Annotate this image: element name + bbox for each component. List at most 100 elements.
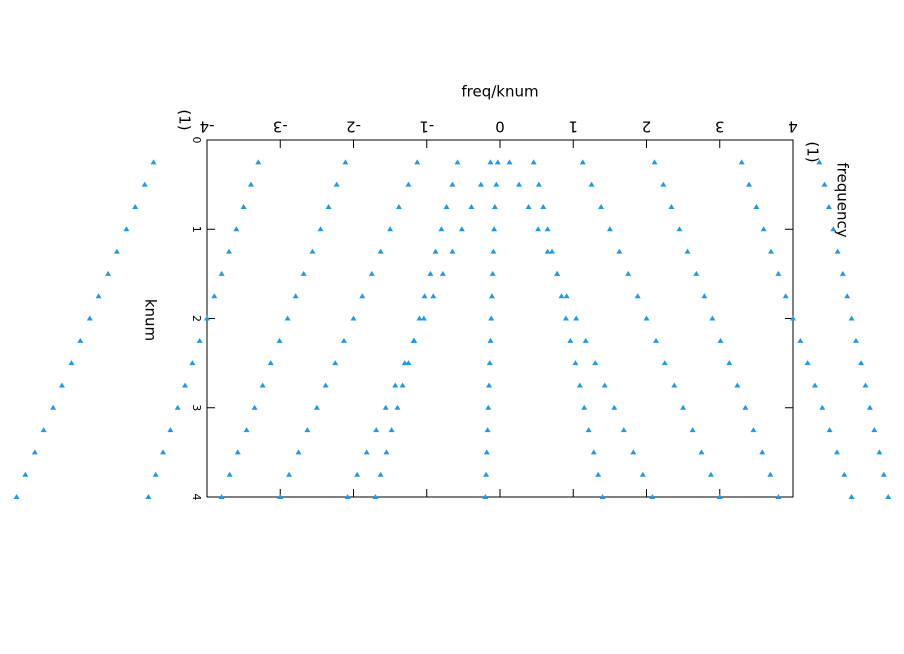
point	[482, 494, 489, 499]
point	[816, 159, 823, 165]
point	[383, 449, 390, 455]
point	[218, 270, 225, 276]
x-tick-label: 3	[190, 404, 203, 411]
point	[760, 226, 767, 232]
point	[775, 494, 782, 499]
point	[588, 181, 595, 187]
point	[113, 248, 120, 254]
point	[410, 337, 417, 343]
point	[372, 494, 379, 499]
point	[234, 449, 241, 455]
point	[742, 404, 749, 410]
point	[848, 315, 855, 321]
y-tick-label: -1	[419, 118, 434, 136]
point	[572, 360, 579, 366]
point	[243, 427, 250, 433]
point	[693, 270, 700, 276]
point	[821, 181, 828, 187]
y-tick-label: 1	[568, 118, 578, 136]
point	[848, 494, 855, 499]
point	[535, 226, 542, 232]
point	[292, 293, 299, 299]
point	[277, 494, 284, 499]
point	[563, 293, 570, 299]
y-tick-label: 4	[788, 118, 798, 136]
point	[844, 293, 851, 299]
point	[313, 404, 320, 410]
point	[825, 203, 832, 209]
point	[611, 404, 618, 410]
point	[668, 203, 675, 209]
point	[152, 471, 159, 477]
point	[653, 337, 660, 343]
point	[599, 494, 606, 499]
point	[443, 203, 450, 209]
point	[707, 471, 714, 477]
point	[540, 203, 547, 209]
point	[167, 427, 174, 433]
point	[259, 382, 266, 388]
point	[490, 248, 497, 254]
point	[304, 427, 311, 433]
point	[40, 427, 47, 433]
point	[449, 181, 456, 187]
point	[525, 203, 532, 209]
y-tick-label: 0	[495, 118, 505, 136]
point	[598, 203, 605, 209]
point	[753, 203, 760, 209]
point	[582, 337, 589, 343]
point	[738, 159, 745, 165]
y-axis-unit: (1)	[804, 141, 822, 162]
point	[775, 270, 782, 276]
point	[661, 360, 668, 366]
point	[643, 315, 650, 321]
y-tick-label: -2	[346, 118, 361, 136]
point	[595, 471, 602, 477]
point	[804, 360, 811, 366]
point	[759, 449, 766, 455]
point	[876, 449, 883, 455]
point	[388, 427, 395, 433]
point	[790, 315, 796, 321]
point	[420, 315, 427, 321]
point	[458, 226, 465, 232]
point	[819, 404, 826, 410]
point	[123, 226, 130, 232]
point	[488, 315, 495, 321]
point	[225, 248, 232, 254]
point	[439, 270, 446, 276]
point	[562, 315, 569, 321]
point	[493, 181, 500, 187]
point	[491, 203, 498, 209]
y-tick-label: -4	[200, 118, 215, 136]
point	[427, 270, 434, 276]
point	[421, 293, 428, 299]
point	[660, 181, 667, 187]
point	[50, 404, 57, 410]
point	[750, 427, 757, 433]
point	[394, 404, 401, 410]
point	[325, 203, 332, 209]
x-tick-label: 2	[190, 315, 203, 322]
point	[581, 404, 588, 410]
point	[625, 270, 632, 276]
point	[709, 315, 716, 321]
point	[590, 449, 597, 455]
x-axis-label: knum	[142, 299, 160, 341]
point	[233, 226, 240, 232]
point	[567, 337, 574, 343]
x-tick-label: 0	[190, 137, 203, 144]
point	[544, 248, 551, 254]
point	[717, 337, 724, 343]
point	[676, 226, 683, 232]
y-tick-label: 2	[642, 118, 652, 136]
point	[839, 270, 846, 276]
point	[267, 360, 274, 366]
point	[13, 494, 20, 499]
point	[342, 159, 349, 165]
point	[322, 382, 329, 388]
point	[95, 293, 102, 299]
point	[834, 248, 841, 254]
point	[77, 337, 84, 343]
